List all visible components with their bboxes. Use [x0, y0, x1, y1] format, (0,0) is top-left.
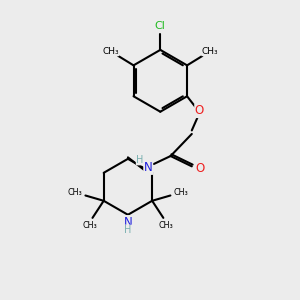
Text: O: O: [195, 104, 204, 118]
Text: N: N: [144, 161, 153, 174]
Text: N: N: [124, 216, 132, 229]
Text: CH₃: CH₃: [174, 188, 188, 197]
Text: CH₃: CH₃: [159, 221, 174, 230]
Text: CH₃: CH₃: [68, 188, 82, 197]
Text: H: H: [124, 225, 132, 235]
Text: CH₃: CH₃: [202, 47, 218, 56]
Text: Cl: Cl: [155, 21, 166, 31]
Text: H: H: [136, 155, 144, 165]
Text: O: O: [195, 162, 205, 175]
Text: CH₃: CH₃: [82, 221, 97, 230]
Text: CH₃: CH₃: [102, 47, 119, 56]
